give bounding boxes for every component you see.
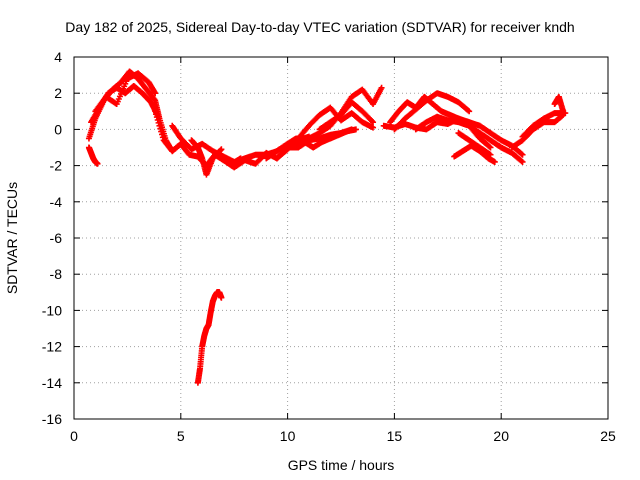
x-tick-label: 10 [280,428,296,444]
data-point [154,116,161,123]
data-series-arc-9 [263,126,359,162]
data-point [519,158,526,165]
data-point [159,134,166,141]
data-point [370,124,377,131]
data-series-arc-11 [295,84,385,147]
data-series-arc-18 [455,130,494,158]
x-tick-label: 25 [600,428,616,444]
data-point [465,107,472,114]
x-tick-label: 20 [493,428,509,444]
data-point [218,294,225,301]
data-series-arc-21 [551,93,567,115]
data-point [159,131,166,138]
data-point [486,143,493,150]
data-point [155,119,162,126]
y-tick-label: -16 [42,411,62,427]
data-point [152,90,159,97]
y-tick-label: -2 [50,158,63,174]
data-point [378,84,385,91]
data-point [158,128,165,135]
data-point [218,146,225,153]
data-point [217,147,224,154]
y-tick-label: 2 [54,85,62,101]
data-series-arc-15 [391,90,473,133]
y-tick-label: -12 [42,339,62,355]
data-point [466,108,473,115]
data-series-arc-16 [412,113,526,165]
x-tick-label: 0 [70,428,78,444]
data-point [518,158,525,165]
data-series-arc-4 [92,70,159,115]
data-point [368,118,375,125]
y-tick-label: -4 [50,194,63,210]
data-point [157,125,164,132]
y-tick-label: -8 [50,266,63,282]
data-series-arc-19 [508,111,567,151]
data-series-arc-10 [273,104,377,162]
data-point [487,151,494,158]
y-tick-label: -14 [42,375,62,391]
data-point [370,119,377,126]
x-tick-label: 15 [387,428,403,444]
data-series-arc-1 [85,144,101,167]
x-axis-label: GPS time / hours [287,457,395,473]
data-point [519,151,526,158]
data-point [487,144,494,151]
y-tick-label: -10 [42,302,62,318]
chart-title: Day 182 of 2025, Sidereal Day-to-day VTE… [65,19,575,35]
data-series-arc-22 [194,289,225,386]
data-point [560,108,567,115]
data-point [152,108,159,115]
data-point [352,126,359,133]
y-tick-label: 0 [54,121,62,137]
data-point [94,160,101,167]
x-tick-label: 5 [177,428,185,444]
data-point [153,111,160,118]
y-axis-label: SDTVAR / TECUs [4,181,20,295]
data-series-arc-12 [316,99,377,133]
data-point [518,150,525,157]
y-tick-label: -6 [50,230,63,246]
data-series-arc-7 [188,137,225,178]
data-point [156,122,163,129]
y-tick-label: 4 [54,49,62,65]
data-point [153,114,160,121]
data-point [491,158,498,165]
